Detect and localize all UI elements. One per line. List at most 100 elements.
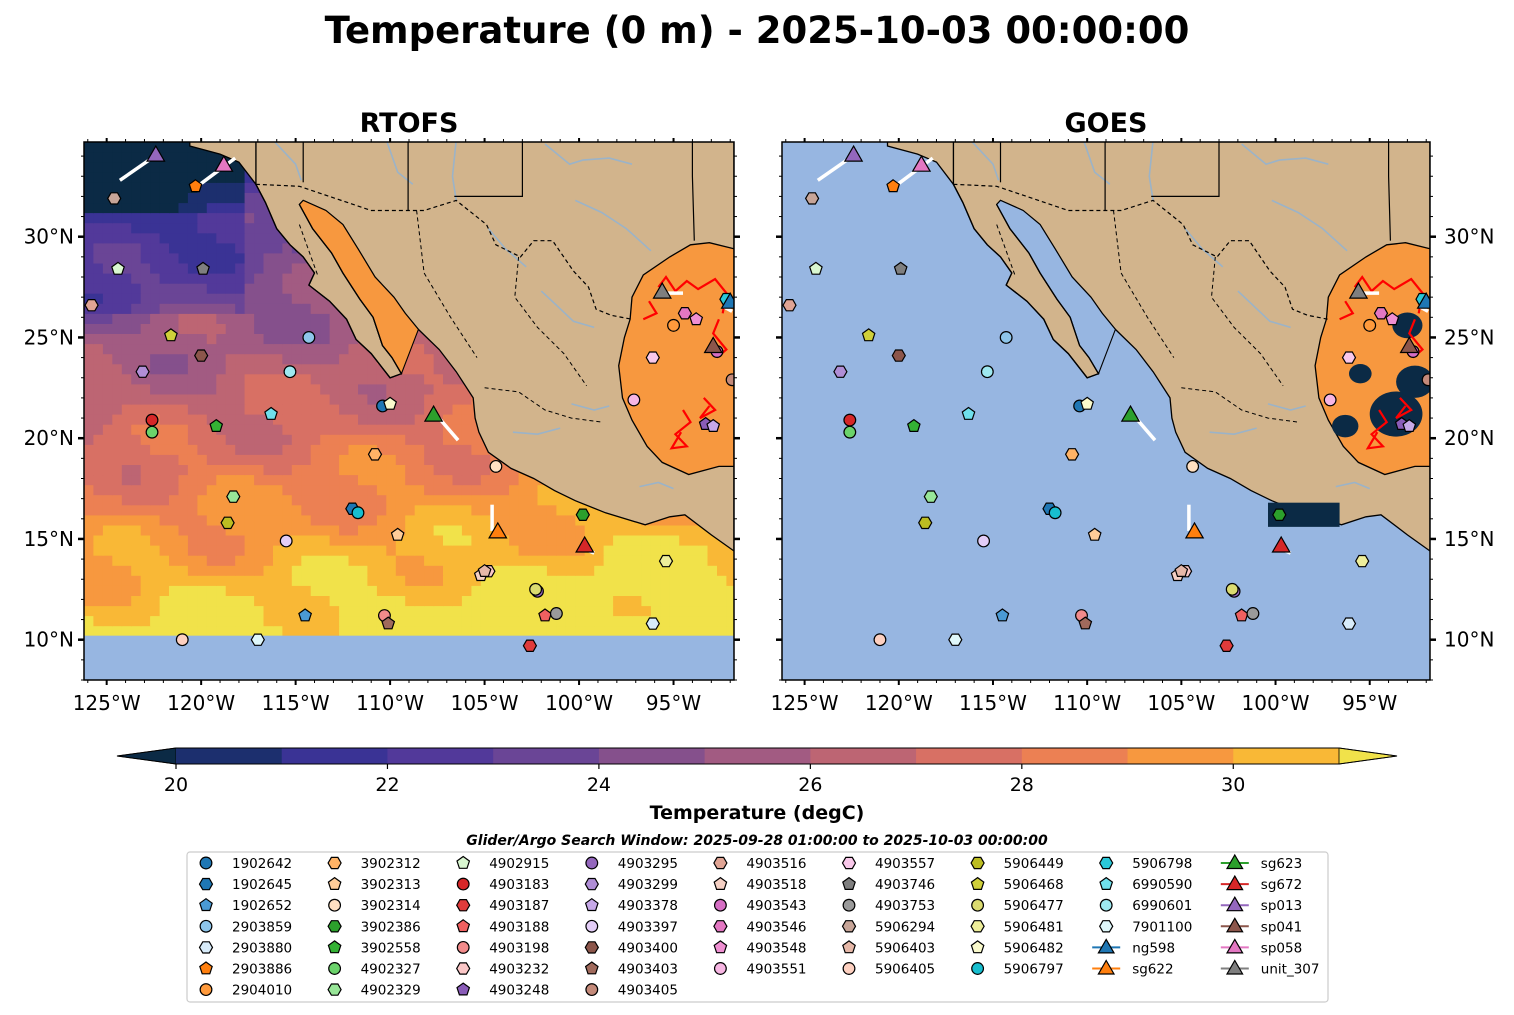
sst-cell	[93, 273, 104, 284]
sst-cell	[178, 172, 189, 183]
sst-cell	[84, 464, 94, 476]
sst-cell	[660, 625, 671, 637]
sst-cell	[518, 555, 529, 566]
sst-cell	[613, 595, 624, 607]
sst-cell	[140, 222, 151, 234]
sst-cell	[178, 524, 189, 536]
sst-cell	[584, 575, 595, 586]
sst-cell	[216, 575, 227, 586]
sst-cell	[131, 625, 142, 637]
sst-cell	[273, 373, 283, 385]
sst-cell	[405, 353, 416, 365]
sst-cell	[546, 595, 557, 607]
sst-cell	[121, 333, 132, 345]
sst-cell	[613, 524, 624, 536]
sst-cell	[452, 555, 463, 566]
sst-cell	[291, 273, 302, 284]
sst-cell	[310, 565, 321, 576]
sst-cell	[225, 615, 236, 627]
sst-cell	[159, 414, 170, 425]
sst-cell	[358, 474, 368, 486]
sst-cell	[178, 273, 189, 284]
sst-cell	[225, 313, 236, 324]
sst-cell	[84, 484, 94, 496]
sst-cell	[216, 212, 227, 224]
sst-cell	[131, 293, 142, 304]
sst-cell	[178, 353, 189, 365]
sst-cell	[376, 383, 387, 395]
sst-cell	[461, 615, 472, 627]
sst-cell	[339, 353, 350, 365]
sst-cell	[263, 242, 274, 254]
sst-cell	[235, 232, 246, 244]
sst-cell	[622, 565, 633, 576]
sst-cell	[641, 615, 652, 627]
sst-cell	[320, 534, 331, 546]
glider-sg622	[488, 521, 508, 539]
sst-cell	[386, 494, 397, 506]
sst-cell	[216, 484, 227, 496]
sst-cell	[140, 242, 151, 254]
sst-cell	[102, 555, 113, 566]
legend-label: 5906798	[1132, 856, 1192, 872]
sst-cell	[93, 192, 104, 204]
front-contour	[669, 409, 692, 450]
sst-cell	[509, 565, 520, 576]
state-border	[1388, 142, 1391, 241]
sst-cell	[178, 293, 189, 304]
x-tick-label: 105°W	[451, 691, 519, 715]
sst-cell	[632, 524, 642, 536]
sst-cell	[84, 444, 94, 455]
sst-cell	[216, 534, 227, 546]
sst-cell	[471, 605, 482, 617]
sst-cell	[424, 575, 435, 586]
legend-item: 3902312	[327, 856, 421, 872]
argo-4902329	[226, 490, 241, 503]
sst-cell	[546, 514, 557, 526]
sst-cell	[650, 625, 661, 637]
sst-cell	[187, 192, 198, 204]
sst-cell	[565, 565, 576, 576]
sst-cell	[178, 383, 189, 395]
legend-marker-pentagon	[199, 961, 213, 975]
legend-marker-circle	[585, 856, 599, 870]
sst-cell	[197, 273, 208, 284]
legend-item: 5906403	[842, 940, 935, 956]
sst-cell	[320, 403, 331, 415]
sst-cell	[490, 585, 501, 596]
sst-cell	[414, 504, 425, 516]
sst-cell	[102, 444, 113, 455]
sst-cell	[93, 565, 104, 576]
sst-cell	[159, 303, 170, 314]
sst-cell	[688, 575, 699, 586]
argo-4903183	[843, 413, 857, 427]
sst-cell	[480, 504, 491, 516]
sst-cell	[169, 494, 179, 506]
sst-cell	[263, 353, 274, 365]
sst-cell	[358, 585, 368, 596]
sst-cell	[235, 212, 246, 224]
sst-cell	[159, 474, 170, 486]
sst-cell	[254, 514, 265, 526]
sst-cell	[263, 212, 274, 224]
argo-2903880	[645, 617, 660, 630]
sst-cell	[669, 524, 680, 536]
legend-label: 5906405	[875, 962, 935, 978]
argo-5906449	[220, 516, 235, 530]
sst-cell	[443, 383, 453, 395]
sst-cell	[282, 444, 293, 455]
sst-cell	[424, 353, 435, 365]
sst-cell	[301, 343, 312, 355]
sst-cell	[291, 313, 302, 324]
sst-cell	[169, 212, 179, 224]
sst-cell	[244, 575, 255, 586]
sst-cell	[471, 454, 482, 465]
sst-cell	[414, 565, 425, 576]
sst-cell	[273, 353, 283, 365]
legend-item: 4903546	[713, 919, 807, 935]
sst-cell	[216, 363, 227, 375]
legend-label: 2904010	[232, 983, 292, 999]
sst-cell	[282, 333, 293, 345]
legend-marker-circle	[456, 877, 470, 891]
sst-cell	[452, 494, 463, 506]
